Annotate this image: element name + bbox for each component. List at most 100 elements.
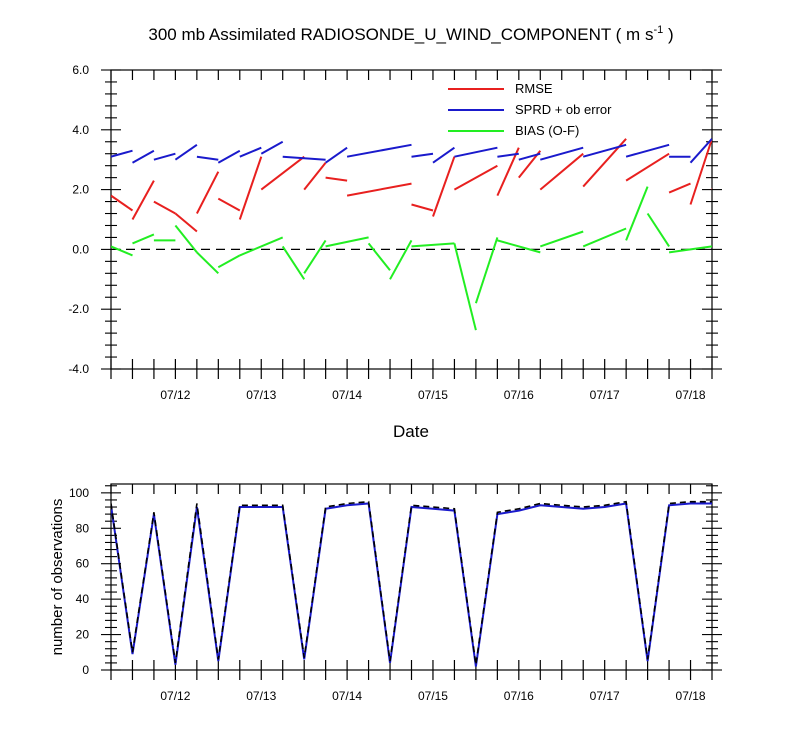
y-tick-label: -2.0 <box>68 302 89 316</box>
y-tick-label: 80 <box>76 521 90 535</box>
x-tick-label: 07/12 <box>160 388 190 402</box>
top-panel: 300 mb Assimilated RADIOSONDE_U_WIND_COM… <box>68 24 722 441</box>
series-segment <box>668 245 712 254</box>
series-segment <box>217 254 241 269</box>
series-segment <box>111 194 134 212</box>
series-segment <box>411 152 434 158</box>
series-segment <box>217 149 241 164</box>
series-segment <box>582 227 627 248</box>
series-segment <box>111 149 133 158</box>
x-tick-label: 07/13 <box>246 689 276 703</box>
series-segment <box>196 251 219 275</box>
series-segment <box>281 245 306 280</box>
series-segment <box>389 239 413 280</box>
series-segment <box>132 233 155 245</box>
series-segment <box>174 224 198 254</box>
series-segment <box>153 152 176 161</box>
x-tick-label: 07/18 <box>676 388 706 402</box>
y-tick-label: 4.0 <box>72 123 89 137</box>
y-tick-label: 20 <box>76 628 90 642</box>
x-tick-label: 07/13 <box>246 388 276 402</box>
series-segment <box>646 212 670 247</box>
series-segment <box>174 212 198 233</box>
x-tick-label: 07/16 <box>504 689 534 703</box>
title-main: 300 mb Assimilated RADIOSONDE_U_WIND_COM… <box>148 25 653 44</box>
series-segment <box>111 245 133 257</box>
series-line <box>111 500 712 665</box>
series-segment <box>518 152 541 161</box>
series-segment <box>153 200 176 215</box>
y-tick-label: 6.0 <box>72 63 89 77</box>
x-tick-label: 07/14 <box>332 388 362 402</box>
series-line <box>111 502 712 667</box>
series-segment <box>131 180 155 220</box>
x-tick-label: 07/14 <box>332 689 362 703</box>
series-segment <box>196 171 220 214</box>
series-segment <box>217 197 241 212</box>
x-tick-label: 07/12 <box>160 689 190 703</box>
legend-entry: RMSE <box>515 81 553 96</box>
series-segment <box>497 152 519 158</box>
series-segment <box>132 149 155 164</box>
series-segment <box>367 242 391 271</box>
series-segment <box>174 143 198 161</box>
legend-entry: SPRD + ob error <box>515 102 612 117</box>
series-rmse <box>111 138 712 233</box>
series-segment <box>454 146 498 158</box>
series-segment <box>411 242 455 248</box>
x-tick-label: 07/17 <box>590 689 620 703</box>
series-segment <box>539 152 584 191</box>
series-segment <box>540 146 584 161</box>
series-sprd-ob-error <box>111 138 712 164</box>
series-segment <box>625 152 670 182</box>
series-segment <box>474 237 499 304</box>
y-tick-label: 40 <box>76 592 90 606</box>
series-segment <box>432 146 455 164</box>
series-segment <box>282 155 326 161</box>
series-segment <box>496 147 520 197</box>
series-segment <box>432 156 456 217</box>
y-tick-label: 60 <box>76 557 90 571</box>
series-segment <box>453 243 477 331</box>
series-segment <box>689 138 712 164</box>
series-bias-o-f- <box>111 186 712 331</box>
chart-title: 300 mb Assimilated RADIOSONDE_U_WIND_COM… <box>148 24 673 44</box>
y-tick-label: -4.0 <box>68 362 89 376</box>
series-segment <box>325 146 348 164</box>
series-segment <box>260 155 305 191</box>
x-tick-label: 07/18 <box>676 689 706 703</box>
series-segment <box>689 138 712 205</box>
series-segment <box>625 186 649 241</box>
series-segment <box>260 140 284 155</box>
series-segment <box>239 146 262 158</box>
series-segment <box>303 239 327 274</box>
x-tick-label: 07/17 <box>590 388 620 402</box>
bottom-panel: 07/12 07/13 07/14 07/15 07/16 07/17 07/18 0 20 40… <box>49 483 722 703</box>
series-segment <box>668 182 691 194</box>
y-tick-label: 0 <box>82 663 89 677</box>
series-segment <box>239 236 284 257</box>
x-tick-label: 07/15 <box>418 689 448 703</box>
series-observations-used <box>111 502 712 667</box>
y-tick-label: 2.0 <box>72 183 89 197</box>
series-segment <box>325 176 348 182</box>
x-tick-label: 07/16 <box>504 388 534 402</box>
y-axis-label: number of observations <box>49 499 66 656</box>
series-segment <box>453 164 498 191</box>
title-superscript: -1 <box>653 24 663 36</box>
x-axis-label: Date <box>393 422 429 441</box>
y-tick-label: 100 <box>69 486 89 500</box>
series-segment <box>346 182 412 197</box>
plot-frame <box>110 69 713 370</box>
series-segment <box>711 155 712 157</box>
legend-entry: BIAS (O-F) <box>515 123 579 138</box>
x-tick-label: 07/15 <box>418 388 448 402</box>
series-segment <box>711 188 712 190</box>
series-segment <box>346 143 412 158</box>
series-segment <box>582 143 627 158</box>
series-segment <box>325 236 369 248</box>
y-tick-label: 0.0 <box>72 242 89 256</box>
series-segment <box>238 156 263 220</box>
series-segment <box>625 143 670 158</box>
